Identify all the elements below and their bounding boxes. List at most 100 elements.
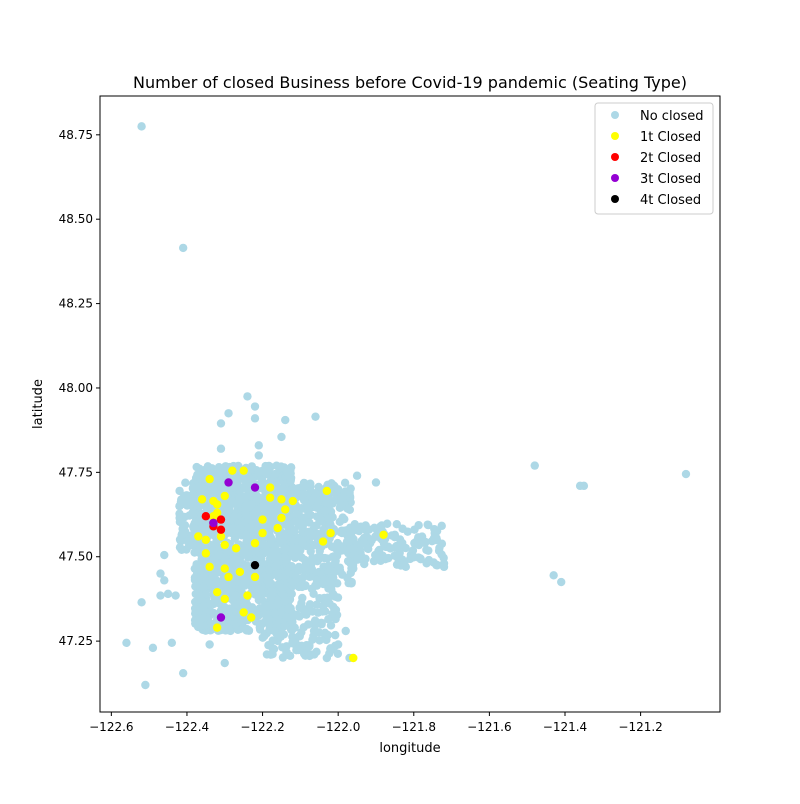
data-point <box>312 600 321 609</box>
data-point <box>194 517 203 526</box>
data-point <box>326 528 335 538</box>
data-point <box>295 603 304 612</box>
data-point <box>308 607 317 616</box>
data-point <box>345 558 355 567</box>
data-point <box>250 539 260 548</box>
data-point <box>226 587 235 596</box>
data-point <box>333 640 343 649</box>
data-point <box>398 538 407 548</box>
data-point <box>239 608 248 617</box>
data-point <box>137 598 146 607</box>
data-point <box>220 564 229 573</box>
data-point <box>206 619 215 628</box>
data-point <box>250 560 260 570</box>
data-point <box>241 508 250 518</box>
data-point <box>299 623 308 632</box>
data-point <box>290 517 300 526</box>
data-point <box>231 544 241 553</box>
y-tick-label: 47.25 <box>59 634 93 648</box>
data-point <box>193 470 202 479</box>
data-point <box>263 547 272 556</box>
data-point <box>250 483 260 492</box>
data-point <box>349 653 358 663</box>
data-points <box>122 122 691 690</box>
data-point <box>288 496 298 506</box>
data-point <box>303 507 313 516</box>
data-point <box>298 539 308 548</box>
data-point <box>307 564 317 574</box>
data-point <box>156 569 165 578</box>
data-point <box>292 544 302 554</box>
legend-marker <box>611 174 619 182</box>
data-point <box>220 658 229 668</box>
data-point <box>261 465 271 474</box>
data-point <box>212 587 222 597</box>
data-point <box>224 409 233 418</box>
data-point <box>282 467 292 477</box>
y-tick-label: 48.75 <box>59 128 93 142</box>
data-point <box>432 560 441 570</box>
data-point <box>273 552 283 561</box>
data-point <box>326 621 336 630</box>
data-point <box>343 504 352 513</box>
data-point <box>205 640 214 649</box>
data-point <box>361 554 370 564</box>
data-point <box>354 526 364 536</box>
data-point <box>279 485 288 494</box>
data-point <box>216 525 226 534</box>
data-point <box>258 528 267 538</box>
data-point <box>308 635 317 644</box>
x-tick-label: −122.2 <box>240 720 284 734</box>
data-point <box>352 471 362 480</box>
data-point <box>348 544 358 553</box>
data-point <box>420 538 430 548</box>
data-point <box>194 595 203 604</box>
data-point <box>371 478 381 487</box>
data-point <box>386 544 395 553</box>
data-point <box>209 609 219 618</box>
legend-label: 4t Closed <box>640 193 701 208</box>
data-point <box>315 554 325 563</box>
data-point <box>194 565 203 574</box>
data-point <box>316 515 325 524</box>
data-point <box>330 558 340 568</box>
data-point <box>201 549 211 558</box>
data-point <box>163 589 173 599</box>
data-point <box>265 493 275 502</box>
data-point <box>205 562 214 572</box>
data-point <box>243 392 252 401</box>
legend-marker <box>611 195 619 203</box>
data-point <box>306 547 315 556</box>
data-point <box>283 604 293 614</box>
data-point <box>175 543 185 552</box>
data-point <box>250 572 260 582</box>
data-point <box>400 558 409 567</box>
data-point <box>250 402 260 411</box>
data-point <box>141 680 150 690</box>
data-point <box>530 461 539 470</box>
data-point <box>272 562 281 571</box>
data-point <box>310 521 319 531</box>
data-point <box>212 508 222 518</box>
data-point <box>424 520 433 530</box>
data-point <box>216 515 226 524</box>
data-point <box>288 613 298 622</box>
data-point <box>330 482 339 491</box>
data-point <box>324 498 334 507</box>
data-point <box>681 469 691 479</box>
data-point <box>271 541 280 551</box>
data-point <box>223 608 232 618</box>
data-point <box>137 122 146 131</box>
data-point <box>188 541 198 550</box>
data-point <box>160 576 169 585</box>
data-point <box>303 500 312 509</box>
data-point <box>314 496 323 506</box>
data-point <box>323 630 333 640</box>
data-point <box>232 561 241 570</box>
data-point <box>241 502 250 511</box>
data-point <box>224 623 234 633</box>
data-point <box>217 485 226 494</box>
data-point <box>219 558 228 567</box>
data-point <box>304 527 314 537</box>
